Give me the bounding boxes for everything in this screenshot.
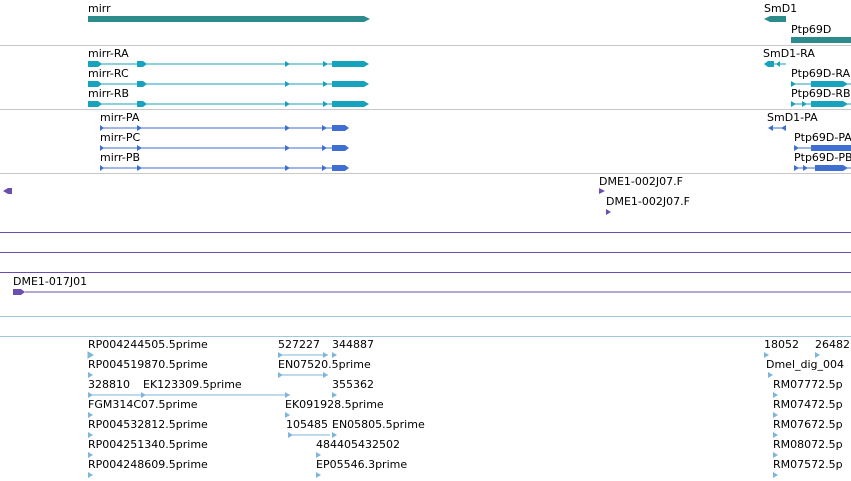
cdna-glyphs[interactable]: [87, 351, 820, 478]
protein-label-mirr-pc[interactable]: mirr-PC: [100, 131, 141, 144]
cdna-label[interactable]: RM07472.5p: [773, 398, 843, 411]
transcript-glyph-mirr-ra[interactable]: [88, 61, 369, 67]
transcript-glyph-ptp69d-ra[interactable]: [791, 81, 851, 87]
cdna-label[interactable]: EN07520.5prime: [278, 358, 371, 371]
gene-label-ptp69d[interactable]: Ptp69D: [791, 23, 832, 36]
cdna-label[interactable]: RP004251340.5prime: [88, 438, 208, 451]
cdna-label[interactable]: FGM314C07.5prime: [88, 398, 198, 411]
gene-glyph-smd1[interactable]: [764, 16, 786, 22]
transcript-glyph-ptp69d-rb[interactable]: [791, 101, 851, 107]
track-separator: [0, 336, 851, 337]
protein-label-ptp69d-pb[interactable]: Ptp69D-PB: [794, 151, 851, 164]
gene-label-smd1[interactable]: SmD1: [764, 2, 798, 15]
protein-glyph-ptp69d-pb[interactable]: [794, 165, 851, 171]
cdna-label[interactable]: RM07572.5p: [773, 458, 843, 471]
est-glyph[interactable]: [3, 188, 12, 194]
cdna-label[interactable]: Dmel_dig_004: [766, 358, 845, 371]
transcript-glyph-smd1-ra[interactable]: [764, 61, 786, 67]
protein-label-smd1-pa[interactable]: SmD1-PA: [767, 111, 818, 124]
cdna-label[interactable]: EK123309.5prime: [143, 378, 242, 391]
est-track-line: [0, 232, 851, 233]
track-separator: [0, 109, 851, 110]
est-glyph-dme1-002j07-b[interactable]: [606, 209, 611, 215]
est-glyph-dme1-002j07-a[interactable]: [599, 188, 605, 194]
transcript-label-mirr-rb[interactable]: mirr-RB: [88, 87, 130, 100]
transcript-label-ptp69d-rb[interactable]: Ptp69D-RB: [791, 87, 851, 100]
transcript-glyph-mirr-rb[interactable]: [88, 101, 369, 107]
protein-label-mirr-pa[interactable]: mirr-PA: [100, 111, 140, 124]
track-separator: [0, 316, 851, 317]
est-track-line: [0, 252, 851, 253]
est-label-dme1-002j07-b[interactable]: DME1-002J07.F: [606, 195, 690, 208]
gene-glyph-mirr[interactable]: [88, 16, 370, 22]
transcript-label-smd1-ra[interactable]: SmD1-RA: [763, 47, 815, 60]
cdna-label[interactable]: RM07672.5p: [773, 418, 843, 431]
cdna-label[interactable]: RM07772.5p: [773, 378, 843, 391]
protein-glyph-mirr-pc[interactable]: [100, 145, 349, 151]
est-label-dme1-002j07-a[interactable]: DME1-002J07.F: [599, 175, 683, 188]
est-glyph-dme1-017j01[interactable]: [13, 289, 851, 295]
transcript-glyph-mirr-rc[interactable]: [88, 81, 369, 87]
cdna-label[interactable]: EP05546.3prime: [316, 458, 408, 471]
transcript-label-mirr-rc[interactable]: mirr-RC: [88, 67, 129, 80]
cdna-label[interactable]: RP004244505.5prime: [88, 338, 208, 351]
transcript-label-mirr-ra[interactable]: mirr-RA: [88, 47, 129, 60]
cdna-label[interactable]: 18052: [764, 338, 799, 351]
cdna-label[interactable]: 484405432502: [316, 438, 400, 451]
protein-glyph-mirr-pa[interactable]: [100, 125, 349, 131]
gene-label-mirr[interactable]: mirr: [88, 2, 111, 15]
cdna-label[interactable]: RP004519870.5prime: [88, 358, 208, 371]
protein-label-ptp69d-pa[interactable]: Ptp69D-PA: [794, 131, 851, 144]
cdna-label[interactable]: 328810: [88, 378, 130, 391]
cdna-label[interactable]: RP004248609.5prime: [88, 458, 208, 471]
est-track-line: [0, 272, 851, 273]
cdna-label[interactable]: EK091928.5prime: [285, 398, 384, 411]
cdna-label[interactable]: RM08072.5p: [773, 438, 843, 451]
cdna-label[interactable]: 105485: [286, 418, 328, 431]
cdna-label[interactable]: 527227: [278, 338, 320, 351]
protein-glyph-smd1-pa[interactable]: [768, 125, 786, 131]
track-separator: [0, 173, 851, 174]
cdna-label[interactable]: 344887: [332, 338, 374, 351]
cdna-label[interactable]: 355362: [332, 378, 374, 391]
protein-glyph-mirr-pb[interactable]: [100, 165, 349, 171]
cdna-label[interactable]: RP004532812.5prime: [88, 418, 208, 431]
transcript-label-ptp69d-ra[interactable]: Ptp69D-RA: [791, 67, 851, 80]
cdna-label[interactable]: 26482: [815, 338, 850, 351]
protein-glyph-ptp69d-pa[interactable]: [794, 145, 851, 151]
track-separator: [0, 45, 851, 46]
protein-label-mirr-pb[interactable]: mirr-PB: [100, 151, 141, 164]
est-label-dme1-017j01[interactable]: DME1-017J01: [13, 275, 88, 288]
cdna-label[interactable]: EN05805.5prime: [332, 418, 425, 431]
gene-glyph-ptp69d[interactable]: [791, 37, 851, 43]
